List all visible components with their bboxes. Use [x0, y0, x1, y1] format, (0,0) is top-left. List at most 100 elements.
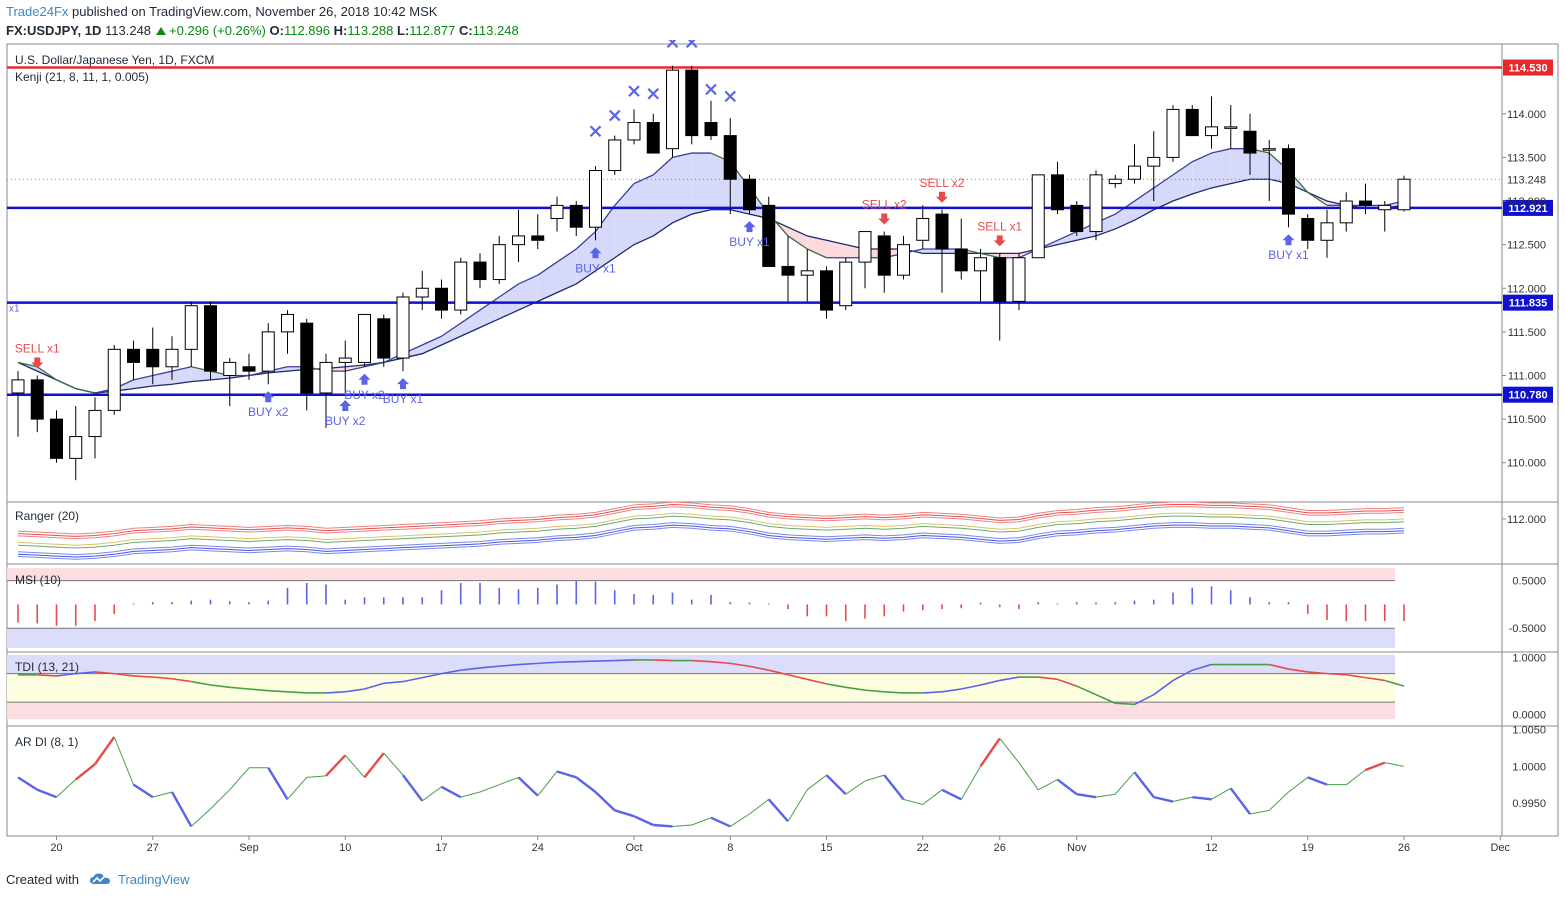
ardi-line-segment — [1268, 791, 1289, 811]
tdi-line-segment — [75, 671, 96, 675]
candle-body — [30, 379, 44, 420]
candle-body — [1262, 148, 1276, 151]
ardi-line-segment — [864, 774, 885, 782]
tdi-line-segment — [248, 688, 269, 692]
tdi-line-segment — [1038, 676, 1058, 681]
tdi-line-segment — [1192, 663, 1212, 671]
kenji-fast-segment — [806, 248, 827, 259]
kenji-cloud-segment — [788, 227, 808, 250]
kenji-fast-segment — [17, 361, 38, 368]
tdi-line-segment — [56, 672, 76, 677]
sell-signal-label: SELL x1 — [977, 219, 1022, 233]
ranger-band-line — [17, 524, 1405, 558]
tdi-line-segment — [345, 688, 365, 693]
kenji-fast-segment — [575, 231, 596, 250]
buy-arrow-icon — [397, 378, 409, 390]
buy-signal-label: BUY x1 — [729, 235, 770, 249]
tdi-line-segment — [402, 676, 423, 683]
tdi-line-segment — [1326, 672, 1347, 676]
tdi-line-segment — [556, 660, 577, 664]
x-tick-label: 27 — [147, 842, 159, 854]
ardi-line-segment — [710, 816, 731, 828]
ardi-pane-title: AR DI (8, 1) — [15, 735, 78, 749]
low-value: 112.877 — [409, 23, 456, 38]
level-price-label: 114.530 — [1508, 63, 1547, 75]
ranger-band-line — [17, 515, 1405, 549]
candle-body — [877, 235, 891, 276]
buy-signal-label: BUY x1 — [575, 261, 616, 275]
kenji-cloud-segment — [422, 336, 442, 354]
candle-body — [589, 169, 602, 228]
chart-canvas[interactable]: 114.530 112.921 111.835 110.780 113.248 114.0… — [0, 40, 1565, 865]
tdi-line-segment — [999, 676, 1020, 682]
ardi-line-segment — [556, 770, 577, 779]
ranger-pane-title: Ranger (20) — [15, 509, 79, 523]
ardi-tick-label: 1.0050 — [1512, 725, 1546, 737]
publish-line: Trade24Fx published on TradingView.com, … — [6, 4, 437, 19]
kenji-cloud-segment — [441, 323, 461, 345]
tdi-line-segment — [1153, 679, 1174, 696]
ardi-line-segment — [999, 738, 1020, 763]
candle-body — [1378, 204, 1392, 211]
candle-body — [454, 261, 468, 311]
candle-body — [69, 436, 83, 459]
tdi-line-segment — [171, 677, 192, 683]
sell-arrow-icon — [31, 357, 44, 369]
kenji-fast-segment — [787, 235, 808, 250]
x-tick-label: Dec — [1490, 842, 1510, 854]
ardi-line-segment — [325, 754, 347, 777]
ranger-band-line — [17, 501, 1405, 535]
ardi-line-segment — [56, 779, 77, 798]
ardi-line-segment — [1229, 787, 1251, 815]
msi-tick-label: -0.5000 — [1509, 623, 1546, 635]
ardi-line-segment — [479, 784, 500, 793]
kenji-fast-segment — [672, 152, 692, 159]
candle-body — [666, 69, 679, 150]
kenji-cloud-segment — [576, 231, 596, 284]
tdi-line-segment — [1365, 676, 1385, 682]
sell-arrow-icon — [993, 235, 1006, 247]
kenji-cloud-segment — [1250, 148, 1270, 180]
ardi-line-segment — [1133, 771, 1155, 798]
ardi-line-segment — [903, 798, 923, 805]
kenji-cloud-segment — [210, 371, 230, 380]
x-tick-label: 26 — [1398, 842, 1410, 854]
ardi-line-segment — [402, 774, 424, 802]
candle-body — [1397, 178, 1411, 211]
tdi-line-segment — [941, 688, 962, 693]
tdi-line-segment — [1307, 671, 1328, 675]
kenji-cloud-segment — [999, 253, 1019, 258]
author-link[interactable]: Trade24Fx — [6, 4, 69, 19]
ardi-line-segment — [344, 755, 365, 778]
candle-body — [300, 322, 314, 394]
symbol-line: FX:USDJPY, 1D 113.248 +0.296 (+0.26%) O:1… — [6, 23, 519, 38]
tdi-lower-zone — [7, 702, 1395, 720]
ardi-line-segment — [517, 776, 539, 797]
tradingview-link[interactable]: TradingView — [118, 872, 190, 887]
tdi-line-segment — [1288, 668, 1308, 673]
tdi-line-segment — [287, 691, 307, 694]
tdi-line-segment — [922, 691, 943, 694]
ranger-band-line — [17, 522, 1405, 556]
candle-body — [839, 261, 853, 307]
tdi-line-segment — [845, 686, 866, 691]
kenji-fast-segment — [1191, 152, 1212, 163]
edge-signal-label: x1 — [9, 304, 20, 315]
tdi-line-segment — [749, 665, 769, 671]
ardi-line-segment — [537, 771, 558, 796]
ardi-line-segment — [941, 788, 962, 801]
tdi-line-segment — [37, 673, 57, 677]
tdi-line-segment — [691, 659, 712, 663]
ardi-line-segment — [767, 798, 789, 823]
candle-body — [1147, 156, 1161, 167]
cross-marker — [608, 109, 621, 122]
ardi-line-segment — [1211, 787, 1231, 800]
candle-body — [127, 348, 140, 363]
ardi-line-segment — [383, 752, 404, 776]
kenji-cloud-segment — [133, 375, 153, 389]
tdi-line-segment — [518, 662, 538, 666]
tdi-line-segment — [768, 669, 789, 676]
tdi-line-segment — [133, 675, 153, 678]
kenji-cloud-segment — [595, 205, 615, 271]
kenji-cloud-segment — [1192, 153, 1212, 195]
